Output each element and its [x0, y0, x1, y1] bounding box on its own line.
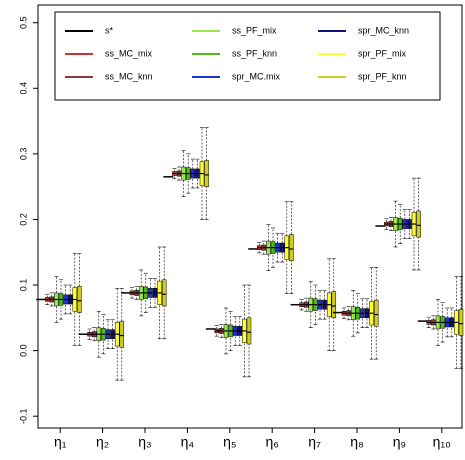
- y-tick-label: 0.2: [18, 213, 28, 226]
- legend-label: ss_PF_mix: [232, 25, 277, 35]
- x-tick-label: η₄: [181, 434, 195, 450]
- box: [416, 210, 421, 238]
- box: [119, 320, 125, 348]
- x-tick-label: η₅: [223, 434, 236, 450]
- x-tick-label: η₆: [265, 434, 278, 450]
- box: [161, 279, 167, 307]
- x-tick-label: η₁₀: [433, 434, 452, 450]
- y-tick-label: 0.1: [18, 279, 28, 292]
- legend-label: ss_MC_knn: [105, 71, 153, 81]
- box: [289, 234, 294, 262]
- legend-label: spr_PF_mix: [358, 48, 407, 58]
- y-tick-label: 0.3: [18, 148, 28, 161]
- legend-label: spr_MC_knn: [358, 25, 409, 35]
- box: [373, 299, 379, 327]
- y-tick-label: 0.0: [18, 344, 28, 357]
- legend-label: s*: [105, 25, 114, 35]
- plot-frame: [37, 4, 463, 429]
- x-tick-label: η₁: [54, 434, 67, 450]
- x-tick-label: η₃: [138, 434, 152, 450]
- legend-label: spr_PF_knn: [358, 71, 407, 81]
- legend-label: ss_MC_mix: [105, 48, 153, 58]
- x-tick-label: η₂: [96, 434, 109, 450]
- x-tick-label: η₈: [350, 434, 364, 450]
- y-tick-label: 0.4: [18, 82, 28, 95]
- legend-label: ss_PF_knn: [232, 48, 277, 58]
- x-tick-label: η₉: [393, 434, 406, 450]
- x-tick-label: η₇: [308, 434, 321, 450]
- box: [246, 317, 252, 345]
- box: [458, 309, 464, 336]
- y-tick-label: -0.1: [18, 408, 28, 424]
- box: [204, 160, 209, 187]
- legend-label: spr_MC.mix: [232, 71, 281, 81]
- legend-box: [54, 11, 441, 101]
- box: [77, 286, 82, 313]
- y-tick-label: 0.5: [18, 16, 28, 29]
- box: [331, 291, 337, 319]
